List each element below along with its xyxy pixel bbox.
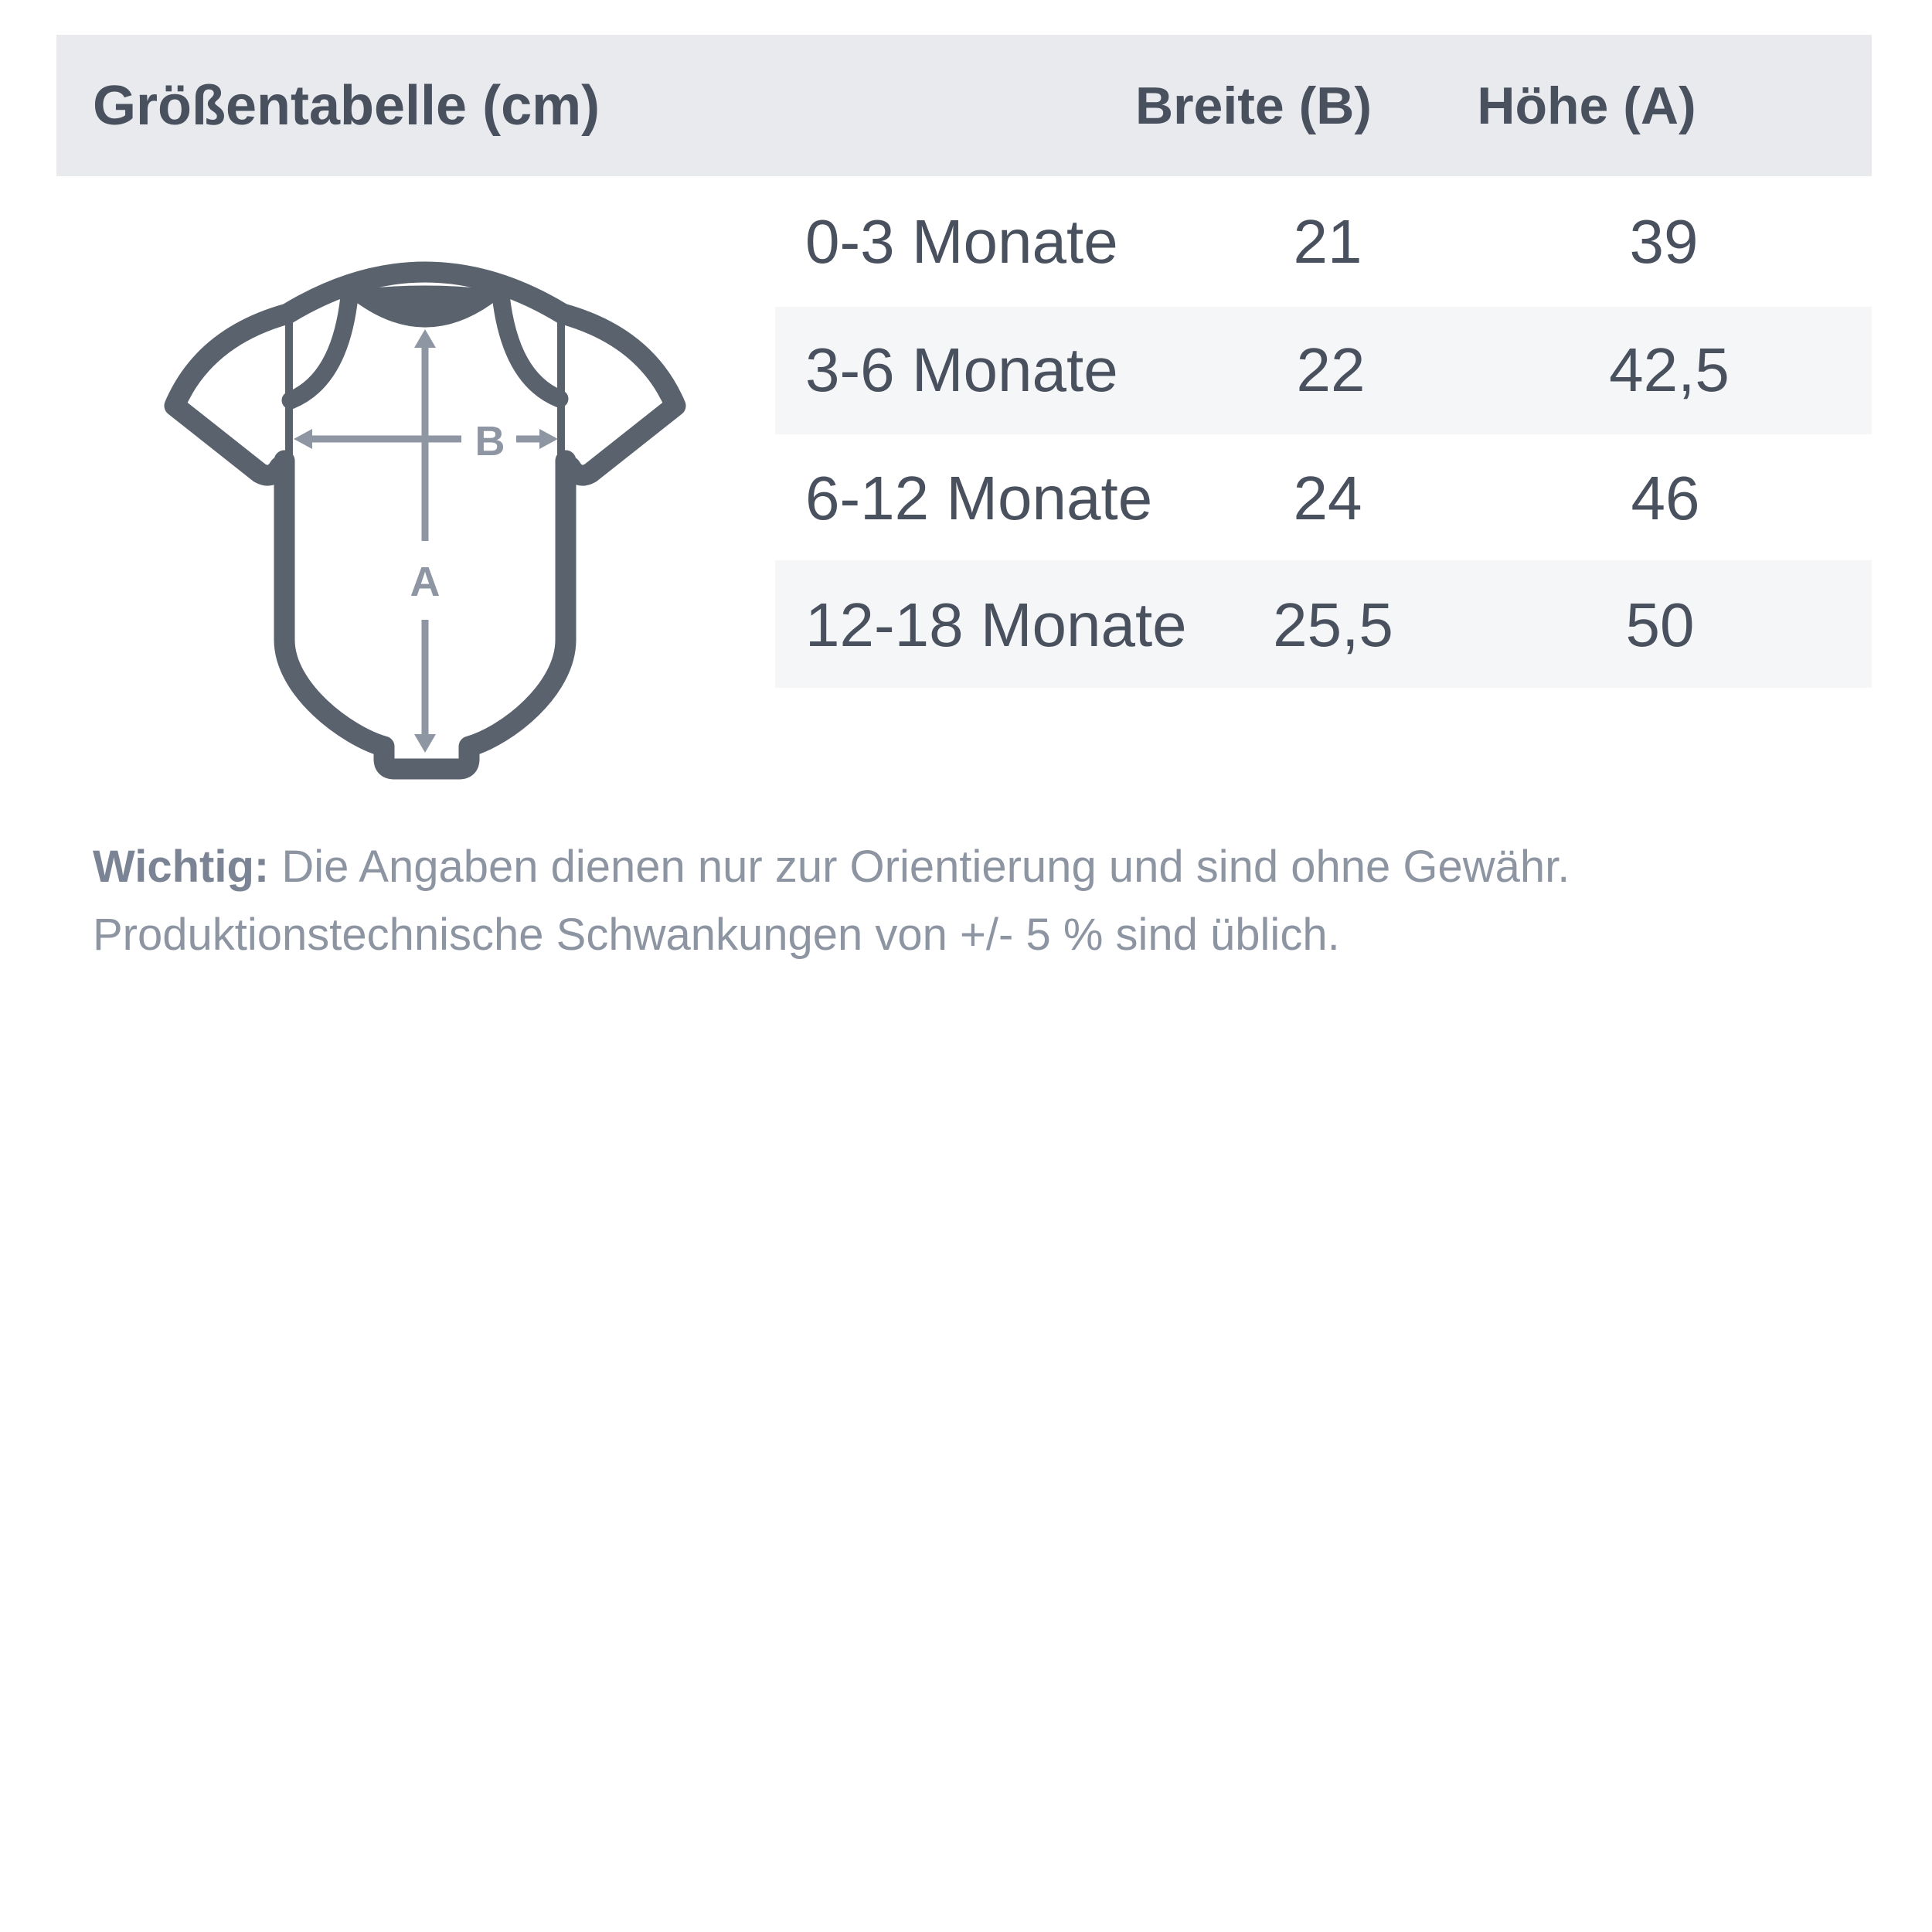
width-value: 21: [1293, 207, 1362, 276]
table-header-bar: Größentabelle (cm): [56, 35, 1872, 176]
height-value: 50: [1625, 590, 1695, 659]
column-header-height: Höhe (A): [1477, 76, 1696, 135]
note-line-1-text: Die Angaben dienen nur zur Orientierung …: [269, 842, 1570, 892]
width-value: 25,5: [1273, 590, 1393, 659]
arrow-left-head: [294, 429, 312, 449]
note-line-1: Wichtig: Die Angaben dienen nur zur Orie…: [93, 845, 1570, 889]
bodysuit-left-sleeve: [164, 303, 298, 486]
note-bold-prefix: Wichtig:: [93, 842, 270, 892]
row-stripe: [775, 307, 1872, 434]
size-label: 0-3 Monate: [805, 207, 1118, 276]
bodysuit-body-outline: [274, 450, 577, 780]
bodysuit-right-sleeve: [552, 303, 686, 486]
arrow-down-head: [414, 734, 436, 753]
bodysuit-right-shoulder-flap: [492, 286, 569, 408]
width-value: 22: [1296, 335, 1366, 404]
size-label: 12-18 Monate: [805, 590, 1187, 659]
height-value: 42,5: [1609, 335, 1730, 404]
width-value: 24: [1293, 464, 1362, 532]
width-arrow-label: B: [475, 418, 505, 464]
bodysuit-top-edge: [277, 261, 573, 325]
size-table-title: Größentabelle (cm): [93, 74, 600, 137]
bodysuit-left-shoulder-flap: [281, 287, 359, 410]
note-line-2: Produktionstechnische Schwankungen von +…: [93, 910, 1340, 960]
height-value: 39: [1629, 207, 1699, 276]
row-stripe: [775, 560, 1872, 688]
bodysuit-collar: [345, 285, 505, 328]
column-header-width: Breite (B): [1134, 76, 1372, 135]
height-value: 46: [1631, 464, 1700, 532]
height-arrow-label: A: [410, 559, 440, 605]
size-label: 3-6 Monate: [805, 335, 1118, 404]
arrow-up-head: [414, 329, 436, 348]
arrow-right-head: [539, 429, 558, 449]
size-label: 6-12 Monate: [805, 464, 1153, 532]
